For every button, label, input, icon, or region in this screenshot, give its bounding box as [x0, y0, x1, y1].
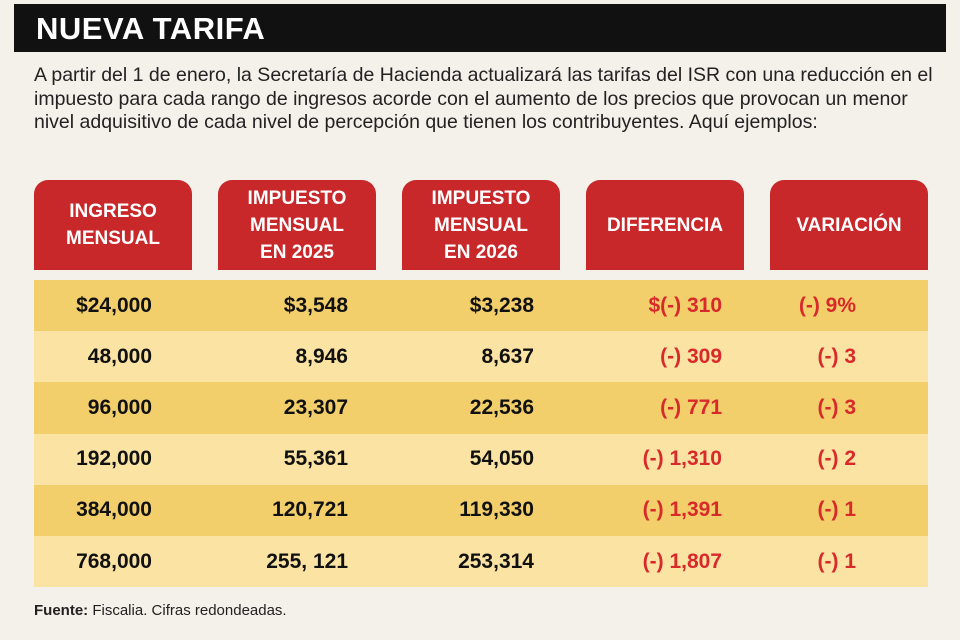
table-cell: (-) 1,391	[642, 498, 722, 522]
table-cell: 54,050	[469, 447, 534, 471]
table-cell: 192,000	[76, 447, 152, 471]
table-cell: (-) 9%	[798, 293, 856, 317]
footer: Fuente: Fiscalia. Cifras redondeadas.	[34, 602, 287, 619]
table-cell: (-) 3	[817, 344, 857, 368]
table-row: 768,000 255, 121 253,314 (-) 1,807 (-) 1	[34, 536, 928, 588]
column-header: IMPUESTO MENSUAL EN 2025	[218, 180, 376, 270]
column-header: DIFERENCIA	[586, 180, 744, 270]
column-header: INGRESO MENSUAL	[34, 180, 192, 270]
table-cell: (-) 1,807	[642, 549, 722, 573]
table-cell: 55,361	[283, 447, 348, 471]
table-cell: 120,721	[272, 498, 348, 522]
table-cell: 23,307	[283, 395, 348, 419]
table-row: 192,000 55,361 54,050 (-) 1,310 (-) 2	[34, 433, 928, 485]
table-cell: 384,000	[76, 498, 152, 522]
table-cell: 96,000	[87, 395, 152, 419]
column-header: IMPUESTO MENSUAL EN 2026	[402, 180, 560, 270]
table-row: 96,000 23,307 22,536 (-) 771 (-) 3	[34, 382, 928, 434]
table-cell: $3,238	[469, 293, 534, 317]
table-cell: 8,946	[295, 344, 348, 368]
table-row: $24,000 $3,548 $3,238 $(-) 310 (-) 9%	[34, 280, 928, 332]
table-cell: 8,637	[481, 344, 534, 368]
table-cell: $(-) 310	[648, 293, 722, 317]
table-cell: 255, 121	[266, 549, 348, 573]
title: NUEVA TARIFA	[36, 11, 266, 46]
table-cell: (-) 1	[817, 549, 857, 573]
table-cell: (-) 1	[817, 498, 857, 522]
table-cell: (-) 2	[817, 447, 857, 471]
table-cell: (-) 309	[660, 344, 722, 368]
table-cell: 253,314	[458, 549, 534, 573]
table-cell: 768,000	[76, 549, 152, 573]
table-cell: $24,000	[76, 293, 152, 317]
intro-text: A partir del 1 de enero, la Secretaría d…	[34, 64, 933, 133]
table-cell: (-) 3	[817, 395, 857, 419]
table-cell: $3,548	[283, 293, 348, 317]
column-header: VARIACIÓN	[770, 180, 928, 270]
table-row: 384,000 120,721 119,330 (-) 1,391 (-) 1	[34, 484, 928, 536]
table-cell: 22,536	[469, 395, 534, 419]
table-cell: 48,000	[87, 344, 152, 368]
footer-text: Fiscalia. Cifras redondeadas.	[92, 602, 287, 619]
title-bar: NUEVA TARIFA	[14, 4, 946, 52]
table-row: 48,000 8,946 8,637 (-) 309 (-) 3	[34, 331, 928, 383]
table-cell: (-) 1,310	[642, 447, 722, 471]
table-cell: 119,330	[459, 498, 534, 522]
footer-label: Fuente:	[34, 602, 89, 619]
table-cell: (-) 771	[660, 395, 722, 419]
